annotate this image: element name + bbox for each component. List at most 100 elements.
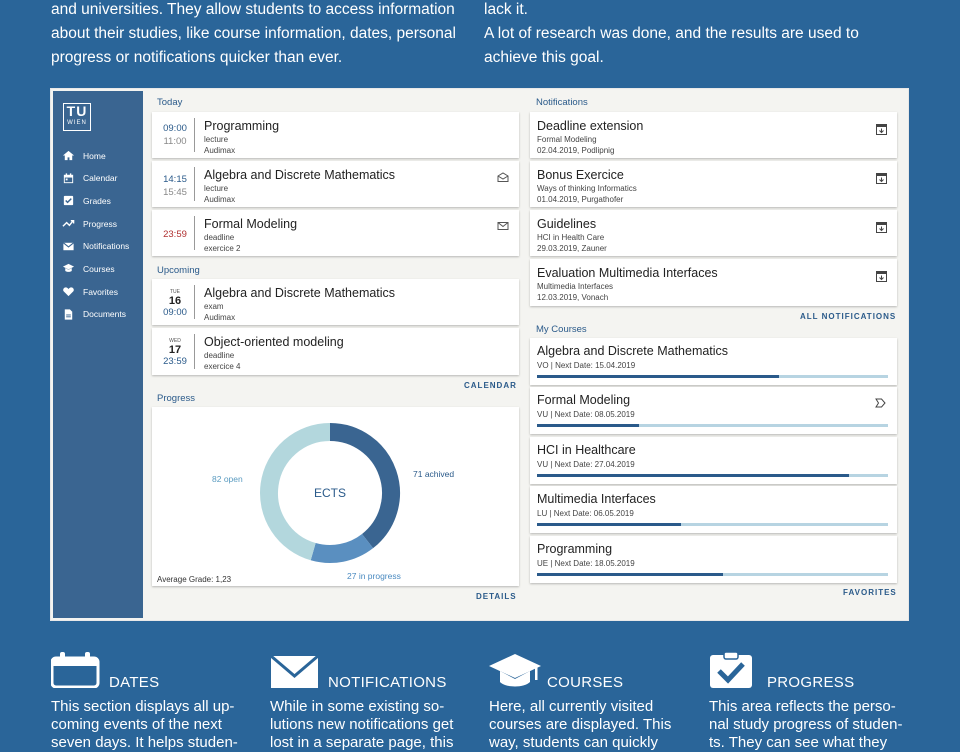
course-progress-bar <box>537 375 888 378</box>
event-start-time: 09:00 <box>163 123 187 134</box>
favorites-link[interactable]: FAVORITES <box>843 588 897 597</box>
event-card[interactable]: 14:15 15:45 Algebra and Discrete Mathemat… <box>152 161 519 207</box>
intro-line: progress or notifications quicker than e… <box>51 49 343 66</box>
document-icon <box>64 309 73 320</box>
sidebar-item-home[interactable]: Home <box>53 145 143 168</box>
feature-line: way, students can quickly <box>489 734 658 751</box>
notification-title: Deadline extension <box>537 119 644 133</box>
archive-icon[interactable] <box>876 124 887 135</box>
details-link[interactable]: DETAILS <box>476 592 517 601</box>
event-room: exercice 4 <box>204 362 241 371</box>
graduation-cap-icon <box>62 264 75 273</box>
intro-line: A lot of research was done, and the resu… <box>484 25 859 42</box>
notification-course: Formal Modeling <box>537 135 597 144</box>
logo-wien: WIEN <box>67 120 87 126</box>
course-card[interactable]: HCI in Healthcare VU | Next Date: 27.04.… <box>530 437 897 484</box>
sidebar-item-documents[interactable]: Documents <box>53 304 143 327</box>
notification-date: 29.03.2019, Zauner <box>537 244 607 253</box>
event-room: Audimax <box>204 313 236 322</box>
event-room: Audimax <box>204 195 236 204</box>
course-card[interactable]: Programming UE | Next Date: 18.05.2019 <box>530 536 897 583</box>
event-end-time: 11:00 <box>163 136 187 147</box>
course-next-date: VO | Next Date: 15.04.2019 <box>537 361 636 370</box>
sidebar-item-grades[interactable]: Grades <box>53 190 143 213</box>
event-end-time: 15:45 <box>163 187 187 198</box>
all-notifications-link[interactable]: ALL NOTIFICATIONS <box>800 312 897 321</box>
archive-icon[interactable] <box>876 222 887 233</box>
event-time: 23:59 <box>163 356 187 367</box>
feature-heading: DATES <box>109 674 160 691</box>
home-icon <box>62 150 75 161</box>
sidebar-item-courses[interactable]: Courses <box>53 258 143 281</box>
notification-course: Ways of thinking Informatics <box>537 184 637 193</box>
sidebar: TU WIEN Home Calendar Grades Progress <box>53 91 143 618</box>
event-type: lecture <box>204 135 229 144</box>
course-title: HCI in Healthcare <box>537 443 636 457</box>
sidebar-nav: Home Calendar Grades Progress Notificati… <box>53 145 143 327</box>
course-progress-fill <box>537 375 780 378</box>
divider <box>194 334 195 369</box>
notification-card[interactable]: Deadline extension Formal Modeling 02.04… <box>530 112 897 158</box>
course-progress-fill <box>537 573 724 576</box>
event-type: deadline <box>204 351 235 360</box>
my-courses-title: My Courses <box>536 324 587 335</box>
notification-date: 12.03.2019, Vonach <box>537 293 609 302</box>
event-card[interactable]: 23:59 Formal Modeling deadline exercice … <box>152 210 519 256</box>
upcoming-event-card[interactable]: WED 17 23:59 Object-oriented modeling de… <box>152 328 519 375</box>
event-room: exercice 2 <box>204 244 241 253</box>
app-mockup: TU WIEN Home Calendar Grades Progress <box>51 89 908 620</box>
course-next-date: VU | Next Date: 27.04.2019 <box>537 460 635 469</box>
donut-segment-in-progress[interactable] <box>310 533 374 563</box>
notification-title: Bonus Exercice <box>537 168 624 182</box>
notification-date: 02.04.2019, Podlipnig <box>537 146 615 155</box>
feature-line: lost in a separate page, this <box>270 734 454 751</box>
clipboard-check-icon <box>710 652 752 688</box>
calendar-link[interactable]: CALENDAR <box>464 381 517 390</box>
upcoming-event-card[interactable]: TUE 16 09:00 Algebra and Discrete Mathem… <box>152 279 519 325</box>
sidebar-item-calendar[interactable]: Calendar <box>53 168 143 191</box>
tu-wien-logo[interactable]: TU WIEN <box>63 103 91 131</box>
course-card[interactable]: Formal Modeling VU | Next Date: 08.05.20… <box>530 387 897 434</box>
sidebar-item-label: Documents <box>83 309 126 320</box>
upcoming-title: Upcoming <box>157 265 200 276</box>
achieved-label: 71 achived <box>413 469 455 479</box>
course-card[interactable]: Algebra and Discrete Mathematics VO | Ne… <box>530 338 897 385</box>
feature-line: coming events of the next <box>51 716 222 733</box>
mail-icon[interactable] <box>497 221 509 231</box>
feature-line: seven days. It helps studen- <box>51 734 238 751</box>
event-card[interactable]: 09:00 11:00 Programming lecture Audimax <box>152 112 519 158</box>
sidebar-item-notifications[interactable]: Notifications <box>53 236 143 259</box>
divider <box>194 167 195 201</box>
event-title: Algebra and Discrete Mathematics <box>204 168 396 182</box>
course-card[interactable]: Multimedia Interfaces LU | Next Date: 06… <box>530 486 897 533</box>
course-progress-bar <box>537 424 888 427</box>
intro-line: about their studies, like course informa… <box>51 25 456 42</box>
sidebar-item-favorites[interactable]: Favorites <box>53 281 143 304</box>
course-progress-fill <box>537 474 850 477</box>
event-day: 16 <box>168 295 182 307</box>
mail-open-icon[interactable] <box>497 172 509 182</box>
sidebar-item-label: Home <box>83 150 106 161</box>
notification-card[interactable]: Evaluation Multimedia Interfaces Multime… <box>530 259 897 306</box>
archive-icon[interactable] <box>876 173 887 184</box>
event-room: Audimax <box>204 146 236 155</box>
notification-date: 01.04.2019, Purgathofer <box>537 195 624 204</box>
event-weekday: TUE <box>170 289 180 295</box>
event-deadline-time: 23:59 <box>163 229 187 240</box>
notification-card[interactable]: Guidelines HCI in Health Care 29.03.2019… <box>530 210 897 256</box>
donut-segment-open[interactable] <box>260 423 331 561</box>
bookmark-tag-icon[interactable] <box>875 398 886 408</box>
event-time: 09:00 <box>163 307 187 318</box>
sidebar-item-label: Courses <box>83 263 115 274</box>
feature-line: courses are displayed. This <box>489 716 672 733</box>
progress-card: ECTS 82 open 71 achived 27 in progress A… <box>152 407 519 586</box>
course-progress-bar <box>537 474 888 477</box>
archive-icon[interactable] <box>876 271 887 282</box>
donut-segment-achieved[interactable] <box>329 423 400 549</box>
course-title: Multimedia Interfaces <box>537 492 656 506</box>
graduation-cap-icon <box>489 654 541 687</box>
notification-card[interactable]: Bonus Exercice Ways of thinking Informat… <box>530 161 897 207</box>
course-progress-fill <box>537 523 681 526</box>
ects-donut-chart[interactable] <box>250 413 410 573</box>
sidebar-item-progress[interactable]: Progress <box>53 213 143 236</box>
